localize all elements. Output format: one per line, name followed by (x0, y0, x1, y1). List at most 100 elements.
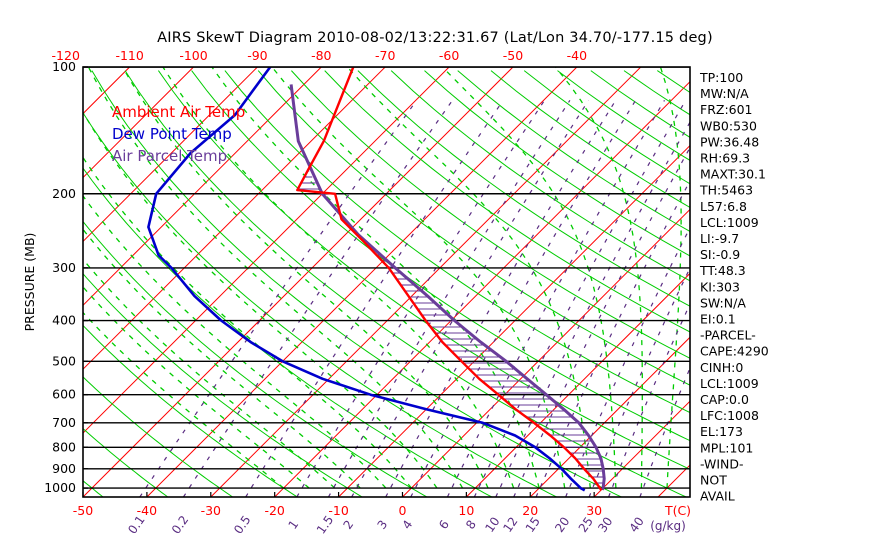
bottom-temp-tick-label: 20 (522, 503, 538, 518)
ambient-temp-curve (296, 67, 603, 492)
dry-adiabat-line (324, 70, 690, 333)
top-temp-tick-label: -100 (179, 48, 207, 63)
moist-adiabat-line (83, 228, 361, 489)
dry-adiabat-line (224, 70, 690, 414)
dry-adiabat-line (390, 70, 690, 282)
index-item: MPL:101 (700, 440, 753, 455)
mixing-ratio-line (385, 99, 617, 497)
pressure-tick-label: 100 (52, 59, 76, 74)
index-item: TP:100 (699, 70, 743, 85)
mixing-ratio-line (446, 99, 666, 497)
mixing-ratio-line (327, 99, 571, 497)
parcel-temp-curve (289, 84, 606, 491)
moist-adiabat-line (83, 311, 285, 489)
mixing-ratio-line (473, 99, 687, 497)
isotherm-line (274, 80, 690, 497)
moist-adiabat-line (121, 67, 489, 489)
moist-adiabat-line (211, 67, 540, 489)
index-item: EI:0.1 (700, 312, 736, 327)
mixing-ratio-tick-label: 8 (463, 518, 479, 532)
isotherm-line (83, 67, 322, 307)
index-item: KI:303 (700, 279, 740, 294)
moist-adiabat-line (659, 67, 682, 489)
index-item: WB0:530 (700, 118, 757, 133)
pressure-tick-label: 500 (52, 353, 76, 368)
mixing-ratio-tick-label: 6 (436, 518, 452, 532)
index-item: AVAIL (700, 489, 735, 504)
pressure-tick-label: 200 (52, 186, 76, 201)
mixing-ratio-tick-label: 1 (286, 518, 302, 532)
dry-adiabat-line (191, 70, 690, 442)
index-item: LCL:1009 (700, 215, 759, 230)
bottom-temp-tick-label: -30 (201, 503, 221, 518)
index-item: MAXT:30.1 (700, 167, 766, 182)
top-temp-tick-label: -80 (311, 48, 331, 63)
top-temp-tick-label: -120 (52, 48, 80, 63)
isotherm-line (402, 208, 690, 497)
moist-adiabat-line (346, 67, 591, 489)
isotherm-line (83, 67, 386, 370)
moist-adiabat-line (83, 156, 412, 489)
index-item: SW:N/A (700, 295, 746, 310)
mixing-ratio-line (182, 99, 453, 497)
moist-adiabat-line (83, 285, 310, 489)
index-item: RH:69.3 (700, 151, 750, 166)
temp-axis-label: T(C) (664, 503, 691, 518)
profile-curves (147, 67, 606, 492)
index-item: SI:-0.9 (700, 247, 740, 262)
index-item: TT:48.3 (699, 263, 746, 278)
mixing-ratio-line (410, 99, 637, 497)
moist-adiabat-line (441, 67, 617, 489)
bottom-temp-tick-label: 30 (586, 503, 602, 518)
pressure-tick-label: 600 (52, 387, 76, 402)
top-temp-axis: -120 -110 -100 -90 -80 -70 -60 -50 -40 (52, 48, 588, 63)
pressure-axis: 100 200 300 400 500 600 700 800 900 1000 PRESSURE … (22, 59, 88, 495)
mixing-ratio-axis-label: (g/kg) (650, 519, 686, 533)
grid-lines (0, 67, 690, 497)
isotherm-line (529, 336, 690, 497)
dry-adiabat-line (357, 70, 690, 307)
isotherm-line (83, 67, 194, 179)
bottom-temp-tick-label: -50 (73, 503, 93, 518)
mixing-ratio-tick-label: 3 (374, 518, 390, 532)
index-item: TH:5463 (699, 183, 753, 198)
isotherm-line (593, 400, 690, 497)
index-item: LI:-9.7 (700, 231, 739, 246)
bottom-temp-tick-label: -40 (137, 503, 157, 518)
index-item: CAP:0.0 (700, 392, 749, 407)
pressure-tick-label: 300 (52, 260, 76, 275)
legend-item-2: Air Parcel Temp (112, 147, 227, 165)
mixing-ratio-tick-label: 40 (627, 514, 647, 535)
dry-adiabat-line (291, 70, 690, 359)
mixing-ratio-line (513, 146, 690, 497)
moist-adiabat-line (554, 67, 643, 489)
cape-hatch-area (297, 170, 604, 490)
mixing-ratio-tick-label: 20 (552, 514, 572, 535)
dry-adiabat-line (124, 70, 687, 497)
mixing-ratio-tick-label: 4 (400, 518, 416, 532)
mixing-ratio-tick-label: 2 (340, 518, 356, 532)
moist-adiabat-line (87, 67, 464, 489)
mixing-ratio-tick-label: 0.2 (169, 513, 191, 537)
top-temp-tick-label: -60 (439, 48, 459, 63)
dry-adiabat-line (83, 376, 233, 497)
moist-adiabat-line (83, 111, 438, 489)
mixing-ratio-line (139, 99, 418, 497)
index-item: PW:36.48 (700, 134, 759, 149)
index-item: CAPE:4290 (700, 344, 769, 359)
dry-adiabat-line (83, 167, 493, 497)
isotherm-line (83, 67, 130, 115)
isotherm-line (146, 67, 578, 497)
isotherm-line (0, 67, 2, 497)
legend-item-1: Dew Point Temp (112, 125, 232, 143)
dry-adiabat-line (424, 70, 690, 257)
dewpoint-curve (147, 67, 586, 492)
dry-adiabat-line (83, 111, 557, 497)
bottom-temp-axis: -50 -40 -30 -20 -10 0 10 20 30 T(C) (73, 492, 691, 518)
isotherm-line (466, 272, 690, 497)
bottom-temp-tick-label: -20 (264, 503, 284, 518)
pressure-axis-label: PRESSURE (MB) (22, 233, 37, 332)
top-temp-tick-label: -50 (503, 48, 523, 63)
